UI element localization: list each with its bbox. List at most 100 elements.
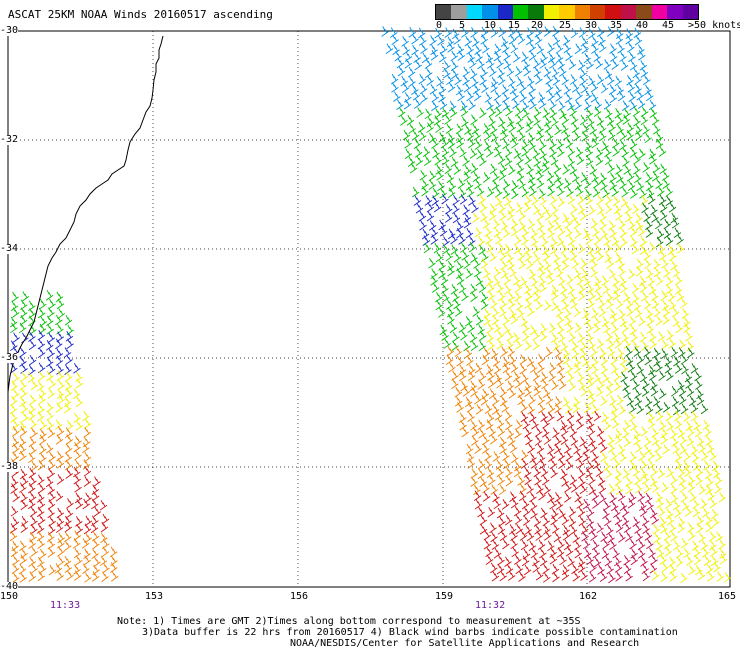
wind-barb bbox=[37, 370, 46, 382]
wind-barb bbox=[551, 300, 559, 312]
wind-barb bbox=[385, 43, 394, 54]
wind-barb bbox=[575, 450, 583, 462]
wind-barb bbox=[658, 194, 667, 206]
wind-barb bbox=[573, 130, 581, 142]
wind-barb bbox=[677, 466, 686, 478]
wind-barb bbox=[586, 59, 594, 70]
wind-barb bbox=[556, 547, 565, 558]
wind-barb bbox=[502, 538, 510, 550]
wind-barb bbox=[532, 562, 540, 573]
wind-barb bbox=[424, 108, 433, 120]
wind-barb bbox=[635, 307, 643, 319]
wind-barb bbox=[92, 538, 100, 550]
wind-barb bbox=[646, 499, 654, 511]
wind-barb bbox=[483, 267, 491, 279]
wind-barb bbox=[479, 107, 487, 119]
wind-barb bbox=[685, 555, 694, 566]
wind-barb bbox=[494, 410, 503, 421]
wind-barb bbox=[488, 474, 496, 486]
wind-barb bbox=[634, 474, 642, 486]
wind-barb bbox=[718, 492, 727, 503]
wind-barb bbox=[66, 338, 74, 350]
wind-barb bbox=[28, 403, 37, 415]
wind-barb bbox=[683, 316, 691, 328]
wind-barb bbox=[28, 538, 36, 549]
wind-barb bbox=[512, 98, 520, 109]
wind-barb bbox=[511, 90, 519, 101]
latitude-label: -34 bbox=[0, 243, 19, 254]
wind-barb bbox=[498, 170, 507, 181]
colorbar-swatch bbox=[605, 5, 621, 19]
wind-barb bbox=[455, 123, 464, 135]
wind-barb bbox=[411, 33, 419, 45]
colorbar-label: 0 bbox=[436, 20, 443, 31]
wind-barb bbox=[677, 516, 686, 528]
wind-barb bbox=[612, 195, 621, 207]
wind-barb bbox=[604, 146, 612, 158]
wind-barb bbox=[561, 564, 570, 576]
wind-barb bbox=[19, 468, 28, 480]
wind-barb bbox=[658, 420, 667, 431]
wind-barb bbox=[556, 314, 565, 325]
wind-barb bbox=[472, 171, 481, 183]
wind-barb bbox=[491, 570, 500, 582]
wind-barb bbox=[533, 66, 542, 78]
wind-barb bbox=[615, 522, 624, 533]
wind-barb bbox=[636, 403, 645, 415]
wind-barb bbox=[558, 458, 566, 469]
wind-barb bbox=[619, 500, 628, 512]
wind-barb bbox=[470, 27, 478, 38]
wind-barb bbox=[518, 220, 527, 232]
wind-barb bbox=[630, 554, 639, 566]
wind-barb bbox=[458, 234, 466, 245]
wind-barb bbox=[523, 467, 532, 478]
wind-barb bbox=[519, 354, 528, 365]
wind-barb bbox=[600, 363, 609, 375]
wind-barb bbox=[651, 290, 659, 302]
wind-barb bbox=[488, 116, 496, 127]
wind-barb bbox=[614, 555, 622, 567]
wind-barb bbox=[521, 498, 530, 510]
wind-barb bbox=[596, 426, 605, 437]
wind-barb bbox=[404, 148, 413, 160]
wind-barb bbox=[408, 123, 416, 134]
wind-barb bbox=[499, 530, 508, 541]
wind-barb bbox=[649, 154, 657, 165]
wind-barb bbox=[564, 307, 572, 319]
wind-barb bbox=[532, 329, 541, 341]
wind-barb bbox=[712, 516, 720, 528]
wind-barb bbox=[560, 420, 568, 431]
wind-barb bbox=[479, 74, 487, 86]
wind-barb bbox=[27, 372, 36, 383]
colorbar-label: 20 bbox=[531, 20, 544, 31]
wind-barb bbox=[655, 315, 664, 326]
wind-barb bbox=[522, 418, 531, 430]
wind-barb bbox=[627, 180, 636, 191]
wind-barb bbox=[665, 195, 674, 207]
wind-barb bbox=[495, 233, 503, 245]
wind-barb bbox=[500, 124, 508, 135]
wind-barb bbox=[64, 521, 73, 533]
wind-barb bbox=[555, 91, 563, 102]
wind-barb bbox=[599, 41, 607, 53]
wind-barb bbox=[635, 265, 644, 277]
wind-barb bbox=[521, 139, 529, 150]
wind-barb bbox=[514, 28, 523, 40]
wind-barb bbox=[563, 84, 572, 95]
wind-barb bbox=[466, 402, 475, 413]
wind-barb bbox=[628, 315, 637, 327]
wind-barb bbox=[659, 523, 668, 534]
wind-barb bbox=[433, 242, 442, 254]
wind-barb bbox=[571, 82, 580, 93]
wind-barb bbox=[655, 361, 663, 373]
wind-barb bbox=[604, 515, 612, 527]
wind-barb bbox=[586, 554, 594, 566]
wind-barb bbox=[466, 186, 475, 198]
wind-barb bbox=[508, 354, 517, 366]
wind-barb bbox=[690, 410, 699, 422]
wind-barb bbox=[616, 114, 624, 126]
wind-barb bbox=[560, 434, 569, 446]
wind-barb bbox=[430, 275, 438, 286]
wind-barb bbox=[501, 84, 509, 95]
wind-barb bbox=[91, 571, 100, 582]
